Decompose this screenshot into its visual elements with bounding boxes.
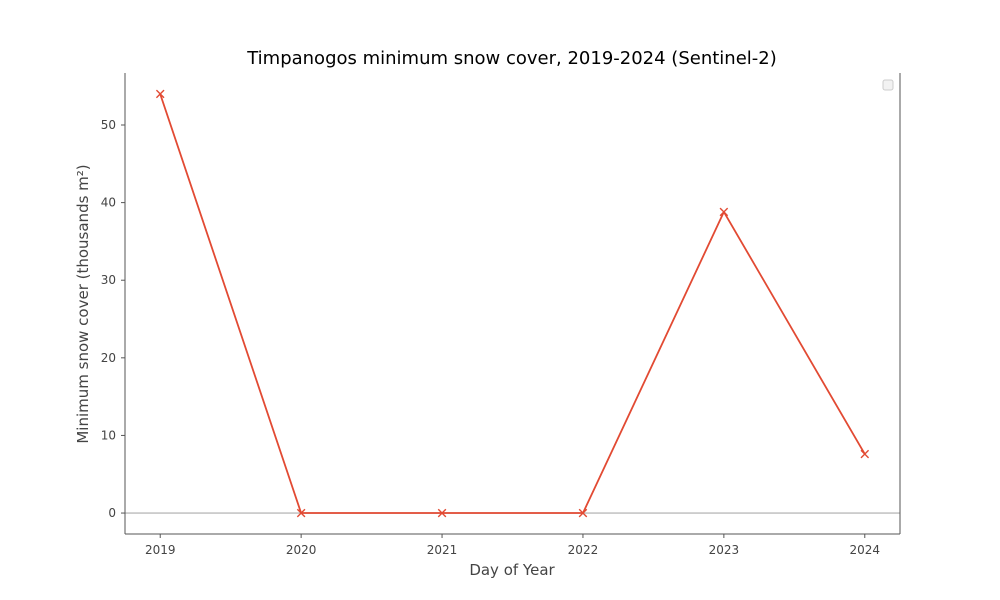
y-tick-label: 10 — [101, 428, 116, 442]
marker-stroke — [719, 207, 729, 217]
x-tick-label: 2019 — [145, 543, 176, 557]
y-tick-label: 20 — [101, 351, 116, 365]
legend — [882, 79, 894, 91]
series-line — [159, 93, 866, 514]
data-point-marker — [578, 508, 588, 518]
x-tick-label: 2023 — [709, 543, 740, 557]
data-point-marker — [155, 89, 165, 99]
y-tick-label: 30 — [101, 273, 116, 287]
marker-stroke — [578, 508, 588, 518]
marker-stroke — [155, 89, 165, 99]
y-axis-label: Minimum snow cover (thousands m²) — [74, 164, 92, 443]
x-tick-label: 2024 — [849, 543, 880, 557]
y-tick-label: 0 — [108, 506, 116, 520]
chart-title: Timpanogos minimum snow cover, 2019-2024… — [246, 48, 777, 69]
marker-stroke — [296, 508, 306, 518]
x-axis-label: Day of Year — [469, 561, 555, 579]
axes — [124, 73, 901, 535]
x-tick-label: 2022 — [568, 543, 599, 557]
data-point-marker — [296, 508, 306, 518]
x-tick-label: 2021 — [427, 543, 458, 557]
legend-box — [882, 79, 894, 91]
series-layer — [155, 89, 870, 518]
data-point-marker — [719, 207, 729, 217]
x-tick-label: 2020 — [286, 543, 317, 557]
y-tick-label: 50 — [101, 118, 116, 132]
x-axis-ticks: 2019 2020 2021 2022 2023 2024 — [145, 534, 880, 557]
y-tick-label: 40 — [101, 196, 116, 210]
y-axis-ticks: 0 10 20 30 40 50 — [101, 118, 125, 520]
data-point-marker — [860, 449, 870, 459]
data-point-marker — [437, 508, 447, 518]
marker-stroke — [860, 449, 870, 459]
marker-stroke — [437, 508, 447, 518]
